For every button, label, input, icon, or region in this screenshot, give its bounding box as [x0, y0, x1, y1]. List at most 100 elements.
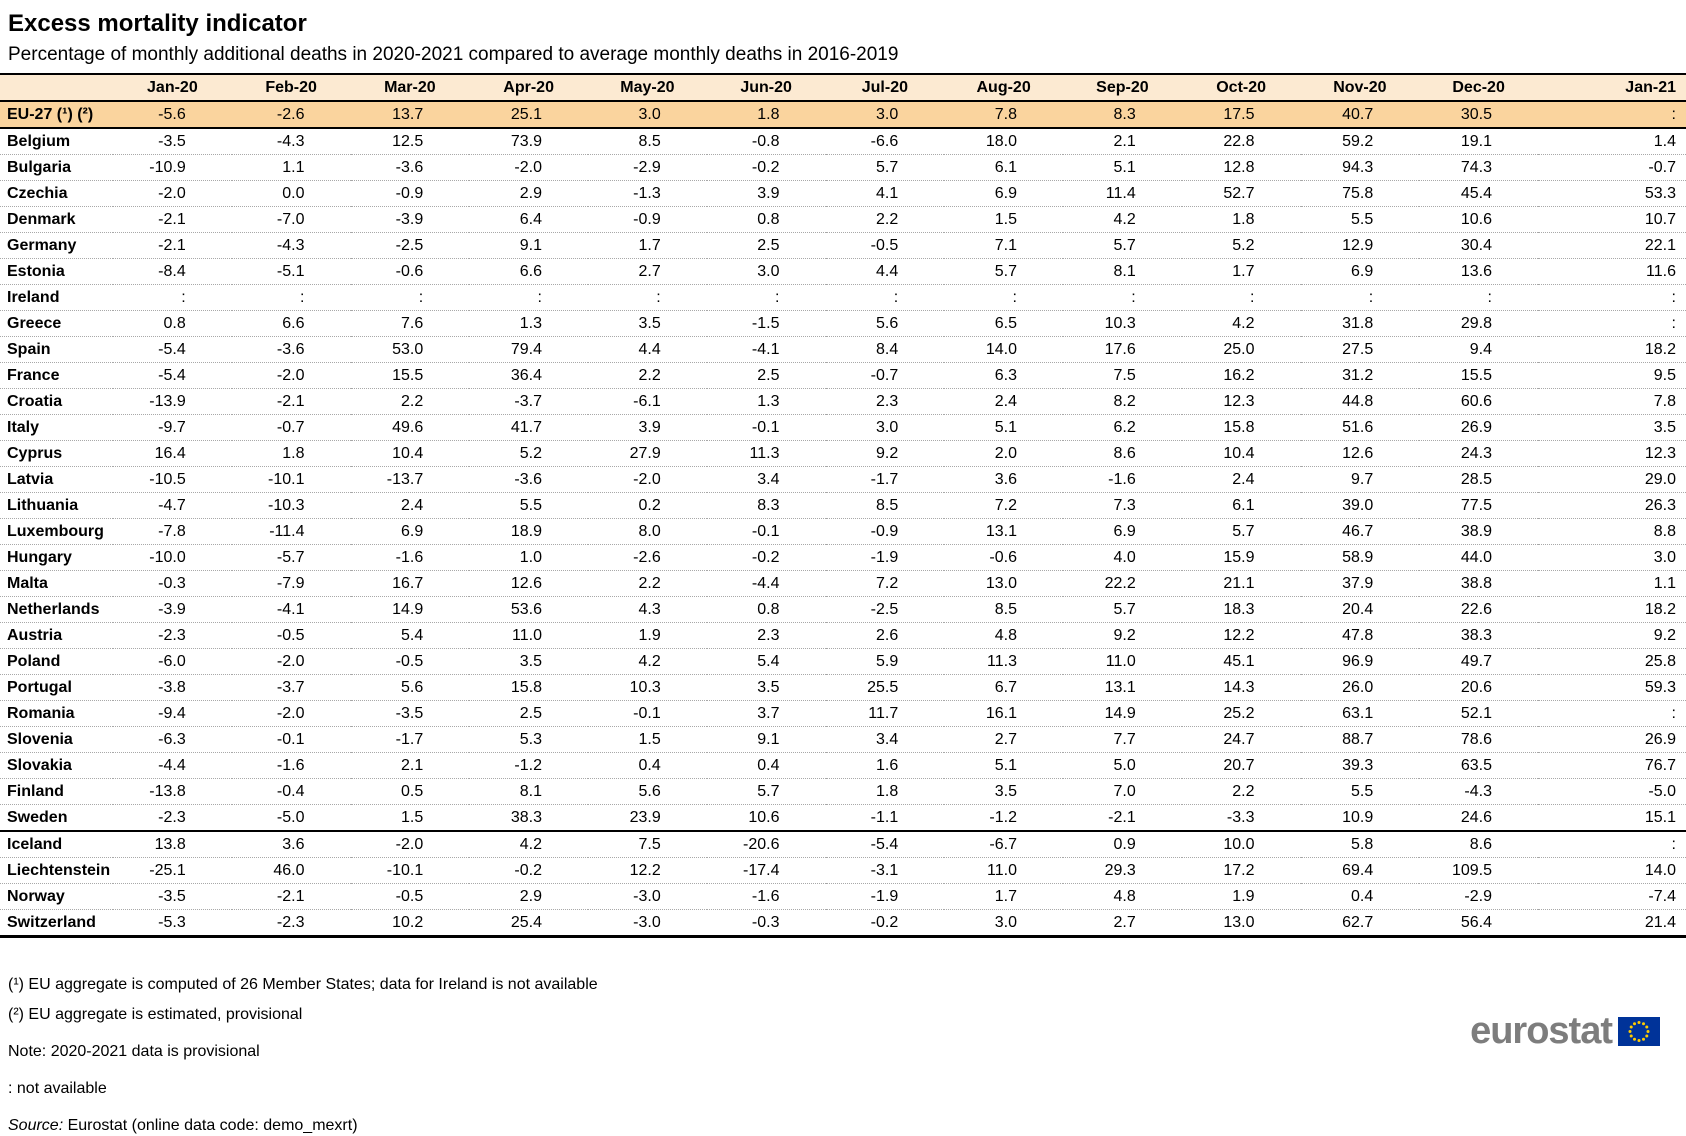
- table-row-croatia: Croatia -13.9 -2.1 2.2 -3.7 -6.1 1.3 2.3 2.4 8.2 1…: [0, 389, 1686, 415]
- table-cell: 25.5: [867, 679, 899, 696]
- row-label: Czechia: [7, 185, 68, 202]
- table-cell: 14.0: [985, 341, 1017, 358]
- table-cell: 12.2: [1223, 627, 1255, 644]
- table-cell: 20.4: [1342, 601, 1374, 618]
- table-cell: 1.9: [638, 627, 661, 644]
- table-cell: 8.6: [1113, 445, 1136, 462]
- table-cell: :: [893, 289, 899, 306]
- source-text: Eurostat (online data code: demo_mexrt): [63, 1117, 358, 1134]
- table-cell: 8.1: [519, 783, 542, 800]
- table-cell: -5.0: [1648, 783, 1676, 800]
- table-cell: 3.6: [994, 471, 1017, 488]
- table-cell: 10.4: [392, 445, 424, 462]
- row-label: Iceland: [7, 836, 63, 853]
- table-cell: 39.0: [1342, 497, 1374, 514]
- table-cell: 26.9: [1460, 419, 1492, 436]
- table-cell: 7.6: [401, 315, 424, 332]
- table-cell: 25.2: [1223, 705, 1255, 722]
- table-cell: -0.5: [870, 237, 899, 254]
- row-label: Spain: [7, 341, 51, 358]
- table-cell: :: [181, 289, 186, 306]
- table-cell: 10.2: [392, 914, 424, 931]
- table-cell: 12.3: [1644, 445, 1676, 462]
- table-cell: 2.2: [401, 393, 424, 410]
- row-label: Malta: [7, 575, 48, 592]
- table-cell: -3.5: [395, 705, 424, 722]
- table-cell: 4.2: [638, 653, 661, 670]
- table-cell: 17.6: [1104, 341, 1136, 358]
- table-cell: 2.7: [638, 263, 661, 280]
- table-cell: 29.3: [1104, 862, 1136, 879]
- table-cell: 73.9: [510, 133, 542, 150]
- table-cell: -2.1: [158, 211, 186, 228]
- table-cell: -2.0: [276, 705, 305, 722]
- table-cell: -1.6: [1108, 471, 1136, 488]
- table-cell: 58.9: [1342, 549, 1374, 566]
- table-cell: 76.7: [1644, 757, 1676, 774]
- table-cell: 3.0: [1653, 549, 1676, 566]
- table-cell: -1.1: [870, 809, 899, 826]
- table-cell: :: [775, 289, 780, 306]
- page-subtitle: Percentage of monthly additional deaths …: [8, 44, 899, 65]
- table-cell: 10.3: [1104, 315, 1136, 332]
- table-row-netherlands: Netherlands -3.9 -4.1 14.9 53.6 4.3 0.8 -2.5 8.5…: [0, 597, 1686, 623]
- table-cell: :: [1012, 289, 1017, 306]
- table-cell: 2.5: [519, 705, 542, 722]
- table-cell: 3.0: [876, 106, 899, 123]
- table-cell: -5.3: [158, 914, 186, 931]
- table-cell: 5.5: [519, 497, 542, 514]
- table-cell: 1.4: [1653, 133, 1676, 150]
- table-cell: 6.5: [994, 315, 1017, 332]
- table-cell: 69.4: [1342, 862, 1374, 879]
- table-row-italy: Italy -9.7 -0.7 49.6 41.7 3.9 -0.1 3.0 5.1 6.2 15.…: [0, 415, 1686, 441]
- table-cell: 21.1: [1223, 575, 1255, 592]
- table-row-belgium: Belgium -3.5 -4.3 12.5 73.9 8.5 -0.8 -6.6 18.0 2.…: [0, 128, 1686, 155]
- table-cell: 2.5: [757, 237, 780, 254]
- table-cell: :: [1671, 705, 1676, 722]
- table-cell: 3.0: [638, 106, 661, 123]
- row-label: Cyprus: [7, 445, 63, 462]
- table-cell: :: [1487, 289, 1492, 306]
- table-cell: 10.3: [629, 679, 661, 696]
- table-cell: -0.9: [633, 211, 661, 228]
- table-cell: 22.2: [1104, 575, 1136, 592]
- table-cell: -3.5: [158, 888, 186, 905]
- table-cell: :: [1671, 315, 1676, 332]
- table-cell: 53.6: [510, 601, 542, 618]
- table-cell: 11.0: [512, 627, 542, 644]
- table-cell: 13.7: [392, 106, 424, 123]
- table-cell: 5.6: [876, 315, 899, 332]
- table-cell: -2.0: [395, 836, 424, 853]
- table-cell: 13.0: [1223, 914, 1255, 931]
- table-cell: 52.1: [1460, 705, 1492, 722]
- table-cell: 13.6: [1460, 263, 1492, 280]
- table-cell: 2.0: [994, 445, 1017, 462]
- table-cell: :: [656, 289, 661, 306]
- table-cell: 14.9: [392, 601, 424, 618]
- table-cell: 11.3: [749, 445, 780, 462]
- table-cell: -2.3: [158, 809, 186, 826]
- table-cell: -6.6: [870, 133, 899, 150]
- row-label: EU-27 (¹) (²): [7, 106, 94, 123]
- table-cell: 0.4: [757, 757, 780, 774]
- table-cell: 59.2: [1342, 133, 1374, 150]
- table-cell: 39.3: [1342, 757, 1374, 774]
- table-cell: -0.6: [989, 549, 1017, 566]
- table-cell: 12.2: [629, 862, 661, 879]
- eu-flag-icon: [1618, 1016, 1660, 1046]
- table-cell: 2.5: [757, 367, 780, 384]
- table-cell: -0.5: [395, 653, 424, 670]
- table-cell: 6.4: [519, 211, 542, 228]
- column-header-may-20: May-20: [588, 73, 707, 102]
- table-cell: 27.5: [1342, 341, 1374, 358]
- table-cell: 13.1: [985, 523, 1017, 540]
- table-cell: 4.8: [1113, 888, 1136, 905]
- eurostat-logo: eurostat: [1470, 1012, 1660, 1050]
- table-cell: -11.4: [269, 523, 305, 540]
- table-cell: -4.4: [751, 575, 780, 592]
- table-row-finland: Finland -13.8 -0.4 0.5 8.1 5.6 5.7 1.8 3.5 7.0 2.2…: [0, 779, 1686, 805]
- table-cell: -1.7: [870, 471, 899, 488]
- table-cell: 53.0: [392, 341, 424, 358]
- table-cell: -10.9: [149, 159, 186, 176]
- table-cell: 40.7: [1342, 106, 1374, 123]
